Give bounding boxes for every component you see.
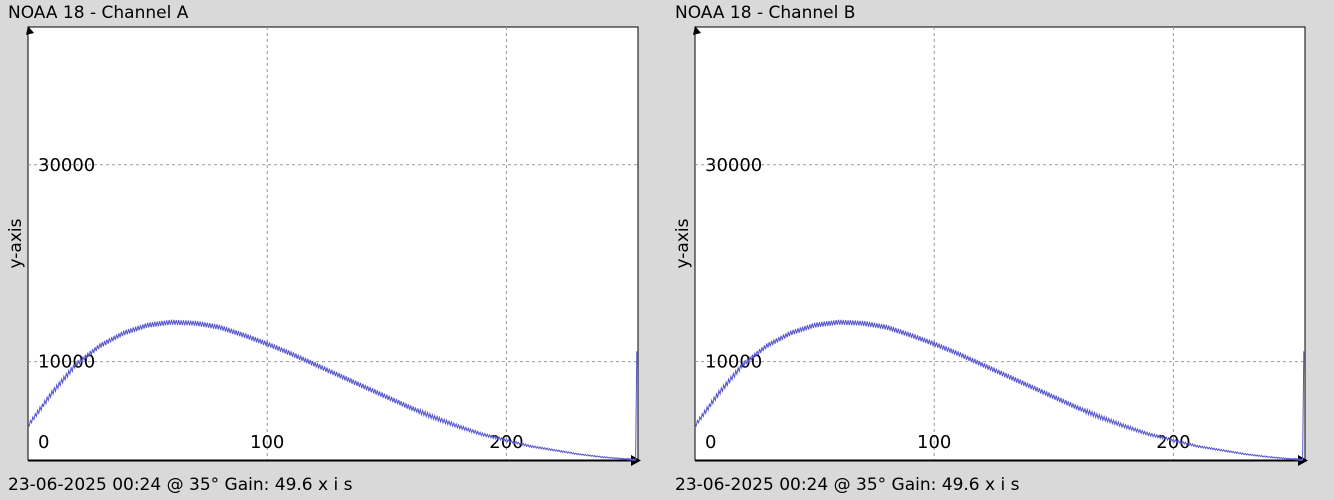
chart-title: NOAA 18 - Channel B	[675, 3, 856, 23]
y-axis-label: y-axis	[6, 218, 26, 268]
y-axis-label: y-axis	[673, 218, 693, 268]
y-axis-arrow	[26, 26, 34, 35]
x-axis-label: x i s	[985, 475, 1020, 495]
y-tick-label: 10000	[705, 352, 762, 373]
chart-panel-b: NOAA 18 - Channel B 0 100 200 10000 30000 y-a…	[667, 0, 1334, 500]
x-tick-label: 0	[705, 432, 716, 453]
y-tick-label: 30000	[705, 155, 762, 176]
x-tick-label: 0	[38, 432, 49, 453]
x-axis-label: x i s	[318, 475, 353, 495]
footer-status: 23-06-2025 00:24 @ 35° Gain: 49.6	[675, 475, 980, 495]
chart-plot-b: 0 100 200 10000 30000 y-axis	[673, 26, 1308, 466]
x-axis-arrow	[1298, 455, 1308, 466]
chart-footer: 23-06-2025 00:24 @ 35° Gain: 49.6 x i s	[8, 475, 352, 495]
y-tick-label: 30000	[38, 155, 95, 176]
chart-plot-a: 0 100 200 10000 30000 y-axis	[6, 26, 641, 466]
series-line	[694, 319, 1305, 462]
plot-area	[27, 26, 639, 461]
x-tick-label: 200	[489, 432, 523, 453]
chart-panel-a: NOAA 18 - Channel A 0 100 200 10000 30000 y-a…	[6, 3, 641, 495]
x-tick-label: 200	[1156, 432, 1190, 453]
y-tick-label: 10000	[38, 352, 95, 373]
chart-footer: 23-06-2025 00:24 @ 35° Gain: 49.6 x i s	[675, 475, 1019, 495]
series-line	[27, 319, 638, 462]
y-axis-arrow	[693, 26, 701, 35]
x-tick-label: 100	[250, 432, 284, 453]
chart-title: NOAA 18 - Channel A	[8, 3, 189, 23]
x-tick-label: 100	[917, 432, 951, 453]
footer-status: 23-06-2025 00:24 @ 35° Gain: 49.6	[8, 475, 313, 495]
plot-area	[694, 26, 1306, 461]
x-axis-arrow	[631, 455, 641, 466]
